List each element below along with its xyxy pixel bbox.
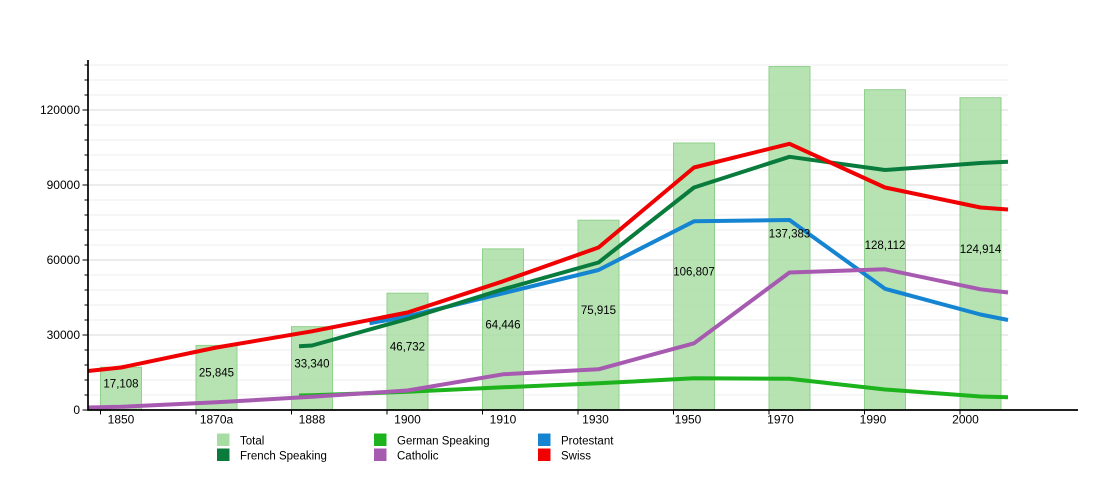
bar-value-label: 17,108: [103, 379, 138, 391]
series-lines: [87, 141, 1009, 410]
legend-label-french-speaking: French Speaking: [240, 450, 327, 462]
bar-value-label: 33,340: [294, 358, 329, 370]
axes: [82, 60, 1078, 415]
legend-label-swiss: Swiss: [561, 450, 591, 462]
y-axis-label: 60000: [47, 253, 81, 267]
x-axis-label: 1900: [394, 413, 421, 427]
total-bar: [959, 97, 1002, 411]
total-bars: [100, 66, 1002, 411]
x-axis-label: 1930: [582, 413, 609, 427]
line-swiss: [87, 141, 1009, 373]
y-axis-label: 120000: [40, 103, 80, 117]
gridlines: [89, 64, 1008, 396]
x-axis-label: 1888: [299, 413, 326, 427]
x-axis-label: 1950: [675, 413, 702, 427]
legend-swatch-swiss: [538, 448, 551, 461]
x-axis-label: 1910: [490, 413, 517, 427]
legend-swatch-catholic: [374, 448, 387, 461]
legend: Total German Speaking Protestant French Spe…: [217, 433, 614, 462]
legend-label-german-speaking: German Speaking: [397, 435, 490, 447]
line-catholic: [87, 267, 1009, 410]
x-axis-label: 1850: [108, 413, 135, 427]
legend-swatch-total: [217, 433, 230, 446]
y-axis-label: 30000: [47, 328, 81, 342]
total-bar: [195, 344, 238, 411]
axis-labels: 0 30000 60000 90000 120000 1850 1870a 1888 1900 1…: [40, 103, 979, 426]
x-axis-label: 1870a: [200, 413, 234, 427]
legend-label-total: Total: [240, 435, 264, 447]
total-bar: [100, 366, 142, 411]
y-axis-label: 0: [73, 403, 80, 417]
legend-swatch-french-speaking: [217, 448, 230, 461]
line-french-speaking: [298, 154, 1009, 349]
x-axis-label: 1990: [860, 413, 887, 427]
bar-value-label: 64,446: [485, 319, 520, 331]
bar-value-label: 128,112: [865, 240, 906, 252]
bar-value-label: 106,807: [673, 266, 715, 278]
legend-swatch-german-speaking: [374, 433, 387, 446]
legend-label-catholic: Catholic: [397, 450, 439, 462]
bar-value-label: 25,845: [199, 368, 234, 380]
x-axis-label: 1970: [767, 413, 794, 427]
bar-value-labels: 17,108 25,845 33,340 46,732 64,446 75,915 106,…: [103, 228, 1001, 390]
y-axis-label: 90000: [47, 178, 81, 192]
total-bar: [864, 89, 906, 411]
legend-swatch-protestant: [538, 433, 551, 446]
bar-value-label: 75,915: [581, 305, 616, 317]
total-bar: [768, 66, 811, 411]
x-axis-label: 2000: [952, 413, 979, 427]
legend-label-protestant: Protestant: [561, 435, 614, 447]
bar-value-label: 124,914: [960, 244, 1002, 256]
bar-value-label: 137,383: [769, 228, 811, 240]
bar-value-label: 46,732: [390, 342, 425, 354]
